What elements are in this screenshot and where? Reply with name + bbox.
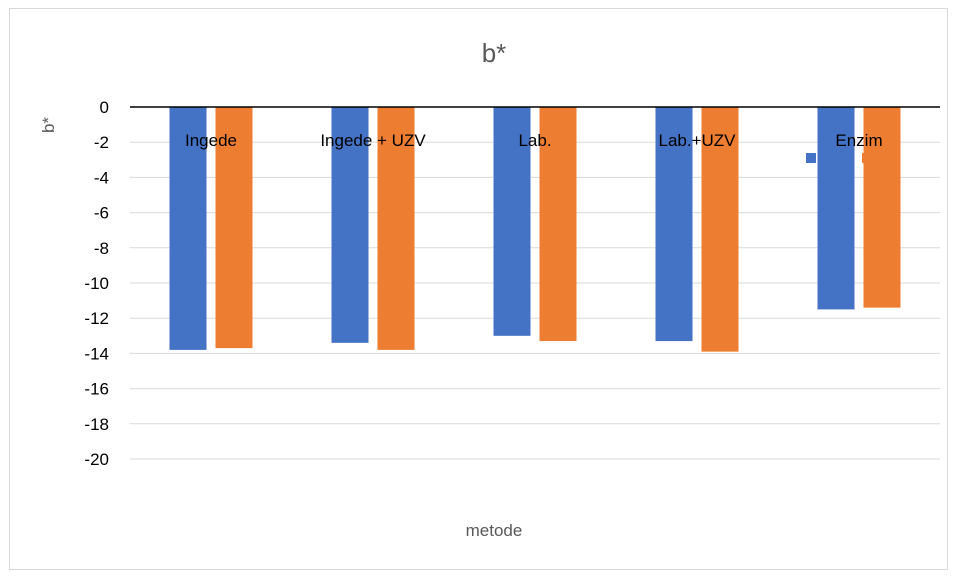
y-tick-label: -12 bbox=[84, 309, 109, 328]
chart-title: b* bbox=[482, 38, 507, 68]
y-tick-label: -14 bbox=[84, 344, 109, 363]
category-label: Lab.+UZV bbox=[658, 131, 736, 150]
bar-bf bbox=[655, 107, 693, 342]
x-axis-title: metode bbox=[466, 521, 523, 540]
bar-bf bbox=[817, 107, 855, 310]
y-tick-label: -2 bbox=[94, 133, 109, 152]
category-label: Lab. bbox=[518, 131, 551, 150]
category-label: Ingede bbox=[185, 131, 237, 150]
legend-swatch bbox=[862, 153, 872, 163]
bar-f bbox=[215, 107, 253, 349]
y-tick-label: -6 bbox=[94, 204, 109, 223]
y-tick-label: -20 bbox=[84, 450, 109, 469]
gridlines bbox=[130, 141, 940, 460]
y-tick-label: -4 bbox=[94, 168, 109, 187]
bar-f bbox=[701, 107, 739, 352]
bar-f bbox=[377, 107, 415, 350]
category-label: Enzim bbox=[835, 131, 882, 150]
bar-bf bbox=[493, 107, 531, 336]
chart-frame bbox=[9, 8, 948, 570]
y-tick-label: -10 bbox=[84, 274, 109, 293]
bars bbox=[169, 107, 901, 352]
legend-label: BF bbox=[819, 150, 840, 167]
y-tick-label: -18 bbox=[84, 415, 109, 434]
y-tick-label: -8 bbox=[94, 239, 109, 258]
bar-bf bbox=[169, 107, 207, 350]
legend-label: F bbox=[875, 150, 885, 167]
legend: BF F bbox=[806, 150, 885, 167]
category-label: Ingede + UZV bbox=[320, 131, 426, 150]
bar-f bbox=[539, 107, 577, 342]
y-tick-label: 0 bbox=[100, 98, 109, 117]
bar-f bbox=[863, 107, 901, 308]
legend-swatch bbox=[806, 153, 816, 163]
y-axis-title: b* bbox=[39, 117, 58, 133]
axis: 0 -2 -4 -6 -8 -10 -12 -14 -16 -18 -20 bbox=[84, 98, 940, 469]
y-tick-label: -16 bbox=[84, 380, 109, 399]
category-labels: Ingede Ingede + UZV Lab. Lab.+UZV Enzim bbox=[185, 131, 883, 150]
bar-bf bbox=[331, 107, 369, 343]
